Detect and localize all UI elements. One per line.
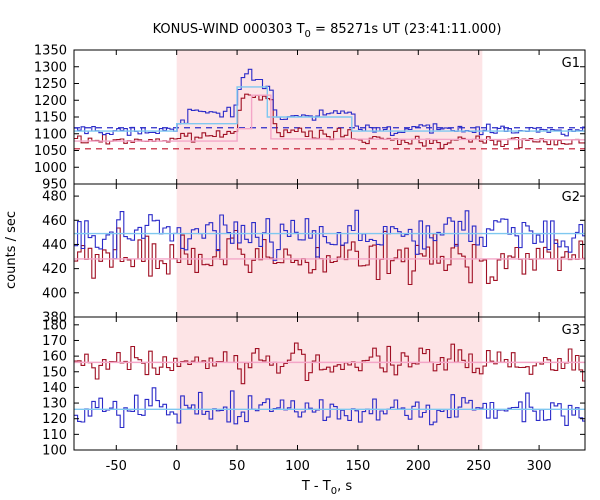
chart-title-subscript: 0 [305, 29, 311, 40]
blue-series [74, 209, 585, 261]
y-tick-label: 150 [42, 365, 67, 380]
x-tick-label: -50 [106, 459, 127, 474]
y-tick-label: 480 [42, 190, 67, 205]
panel-label: G2 [562, 190, 580, 205]
x-tick-label: 100 [285, 459, 310, 474]
x-axis-title: T - T0, s [301, 479, 352, 497]
x-tick-label: 250 [466, 459, 491, 474]
panel-frame [73, 316, 586, 451]
panels-group: 95010001050110011501200125013001350G1380… [34, 44, 586, 459]
y-tick-label: 110 [42, 428, 67, 443]
y-tick-label: 140 [42, 381, 67, 396]
y-tick-label: 440 [42, 238, 67, 253]
y-tick-label: 400 [42, 286, 67, 301]
panel-label: G3 [562, 323, 580, 338]
y-tick-label: 1000 [34, 161, 67, 176]
panel-plot-area [74, 317, 585, 450]
panel-plot-area [74, 50, 585, 184]
y-tick-label: 1150 [34, 111, 67, 126]
x-tick-label: 50 [229, 459, 246, 474]
blue-series [74, 68, 585, 137]
panel-plot-area [74, 184, 585, 317]
highlight-interval [176, 184, 483, 317]
y-tick-label: 380 [42, 311, 67, 326]
x-axis: -50 0 50 100 150 200 250 300 [106, 459, 552, 474]
blue-fit-line [74, 86, 585, 132]
y-tick-label: 160 [42, 350, 67, 365]
blue-series [74, 387, 585, 429]
y-tick-label: 420 [42, 262, 67, 277]
y-tick-label: 120 [42, 412, 67, 427]
y-tick-label: 1200 [34, 94, 67, 109]
y-tick-label: 1300 [34, 60, 67, 75]
x-tick-label: 150 [345, 459, 370, 474]
red-series [74, 342, 585, 385]
y-tick-label: 1350 [34, 44, 67, 59]
y-tick-label: 1100 [34, 127, 67, 142]
x-axis-title-subscript: 0 [331, 486, 337, 497]
y-axis-title: counts / sec [4, 211, 19, 289]
x-tick-label: 0 [173, 459, 181, 474]
x-tick-label: 200 [406, 459, 431, 474]
y-tick-label: 1050 [34, 144, 67, 159]
highlight-interval [176, 317, 483, 450]
y-tick-label: 100 [42, 444, 67, 459]
x-tick-label: 300 [527, 459, 552, 474]
panel-label: G1 [562, 56, 580, 71]
y-tick-label: 170 [42, 334, 67, 349]
y-tick-label: 180 [42, 318, 67, 333]
panel-g2: 380 400 420 440 460 480 G2 [42, 183, 586, 326]
y-tick-label: 460 [42, 214, 67, 229]
chart-title: KONUS-WIND 000303 T0 = 85271s UT (23:41:… [153, 22, 502, 40]
y-tick-label: 950 [42, 178, 67, 193]
y-tick-label: 130 [42, 397, 67, 412]
y-tick-label: 1250 [34, 77, 67, 92]
red-fit-line [74, 94, 585, 142]
